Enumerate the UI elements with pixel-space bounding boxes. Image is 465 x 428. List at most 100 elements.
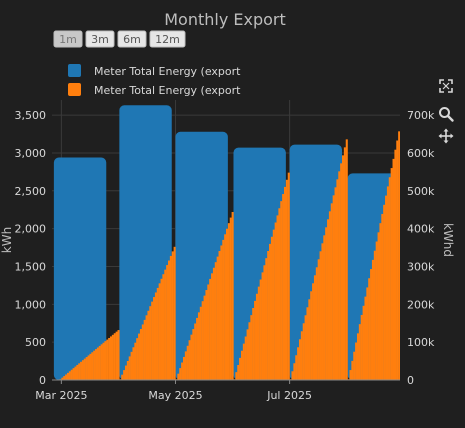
orange-bar[interactable] [355, 342, 358, 380]
orange-bar[interactable] [102, 342, 105, 380]
orange-bar[interactable] [100, 344, 103, 380]
orange-bar[interactable] [197, 312, 201, 380]
orange-bar[interactable] [203, 295, 206, 380]
orange-bar[interactable] [199, 306, 202, 380]
orange-bar[interactable] [201, 301, 204, 380]
orange-bar[interactable] [321, 243, 324, 380]
orange-bar[interactable] [171, 251, 174, 380]
orange-bar[interactable] [323, 235, 326, 380]
orange-bar[interactable] [368, 278, 371, 380]
orange-bar[interactable] [128, 356, 131, 380]
orange-bar[interactable] [345, 139, 348, 380]
range-button-3m[interactable]: 3m [85, 30, 115, 48]
orange-bar[interactable] [332, 195, 335, 380]
zoom-button[interactable] [438, 106, 454, 122]
orange-bar[interactable] [340, 163, 343, 380]
orange-bar[interactable] [83, 358, 86, 380]
orange-bar[interactable] [317, 259, 320, 380]
orange-bar[interactable] [177, 373, 180, 380]
orange-bar[interactable] [239, 357, 242, 380]
orange-bar[interactable] [235, 372, 238, 380]
orange-bar[interactable] [192, 329, 195, 380]
orange-bar[interactable] [373, 250, 376, 380]
orange-bar[interactable] [226, 228, 229, 380]
orange-bar[interactable] [276, 215, 279, 380]
orange-bar[interactable] [85, 357, 88, 380]
blue-bar[interactable] [53, 157, 107, 380]
orange-bar[interactable] [216, 256, 219, 380]
orange-bar[interactable] [356, 333, 360, 380]
orange-bar[interactable] [300, 331, 303, 380]
orange-bar[interactable] [358, 324, 361, 380]
orange-bar[interactable] [168, 260, 171, 380]
orange-bar[interactable] [231, 212, 234, 380]
orange-bar[interactable] [261, 272, 264, 380]
legend-entry[interactable]: Meter Total Energy (export [94, 84, 241, 97]
orange-bar[interactable] [313, 275, 317, 380]
orange-bar[interactable] [242, 343, 245, 380]
orange-bar[interactable] [381, 213, 384, 380]
orange-bar[interactable] [184, 351, 187, 380]
orange-bar[interactable] [263, 265, 266, 380]
orange-bar[interactable] [93, 350, 96, 380]
orange-bar[interactable] [151, 301, 154, 380]
orange-bar[interactable] [280, 201, 283, 380]
orange-bar[interactable] [179, 368, 182, 380]
orange-bar[interactable] [255, 293, 259, 380]
orange-bar[interactable] [160, 278, 163, 380]
orange-bar[interactable] [169, 255, 172, 380]
orange-bar[interactable] [134, 342, 137, 380]
orange-bar[interactable] [269, 243, 272, 380]
orange-bar[interactable] [244, 336, 247, 380]
orange-bar[interactable] [104, 341, 107, 380]
orange-bar[interactable] [126, 360, 129, 380]
orange-bar[interactable] [282, 194, 285, 380]
orange-bar[interactable] [377, 232, 380, 380]
orange-bar[interactable] [385, 195, 388, 380]
orange-bar[interactable] [293, 363, 296, 380]
orange-bar[interactable] [132, 347, 135, 380]
orange-bar[interactable] [76, 364, 79, 380]
orange-bar[interactable] [353, 351, 356, 380]
orange-bar[interactable] [342, 155, 345, 380]
orange-bar[interactable] [63, 376, 66, 380]
orange-bar[interactable] [312, 283, 315, 380]
orange-bar[interactable] [270, 236, 273, 380]
orange-bar[interactable] [325, 227, 328, 380]
orange-bar[interactable] [181, 362, 184, 380]
legend-entry[interactable]: Meter Total Energy (export [94, 65, 241, 78]
orange-bar[interactable] [392, 158, 395, 380]
orange-bar[interactable] [211, 273, 214, 380]
orange-bar[interactable] [229, 217, 232, 380]
orange-bar[interactable] [145, 315, 148, 380]
orange-bar[interactable] [351, 360, 354, 380]
orange-bar[interactable] [138, 333, 141, 380]
orange-bar[interactable] [205, 290, 208, 380]
orange-bar[interactable] [254, 300, 257, 380]
orange-bar[interactable] [388, 177, 391, 380]
orange-bar[interactable] [158, 283, 161, 380]
orange-bar[interactable] [315, 267, 318, 380]
orange-bar[interactable] [113, 333, 116, 380]
orange-bar[interactable] [336, 179, 339, 380]
orange-bar[interactable] [188, 340, 191, 380]
orange-bar[interactable] [330, 203, 333, 380]
orange-bar[interactable] [371, 259, 375, 380]
orange-bar[interactable] [106, 339, 109, 380]
orange-bar[interactable] [70, 369, 73, 380]
orange-bar[interactable] [164, 269, 167, 380]
orange-bar[interactable] [284, 186, 287, 380]
orange-bar[interactable] [61, 377, 64, 380]
orange-bar[interactable] [130, 351, 133, 380]
orange-bar[interactable] [214, 262, 217, 380]
orange-bar[interactable] [302, 323, 305, 380]
orange-bar[interactable] [72, 368, 75, 380]
orange-bar[interactable] [115, 331, 118, 380]
orange-bar[interactable] [308, 299, 311, 380]
orange-bar[interactable] [110, 336, 113, 380]
orange-bar[interactable] [267, 251, 270, 380]
orange-bar[interactable] [265, 258, 268, 380]
orange-bar[interactable] [240, 350, 244, 380]
orange-bar[interactable] [212, 267, 215, 380]
orange-bar[interactable] [194, 323, 197, 380]
